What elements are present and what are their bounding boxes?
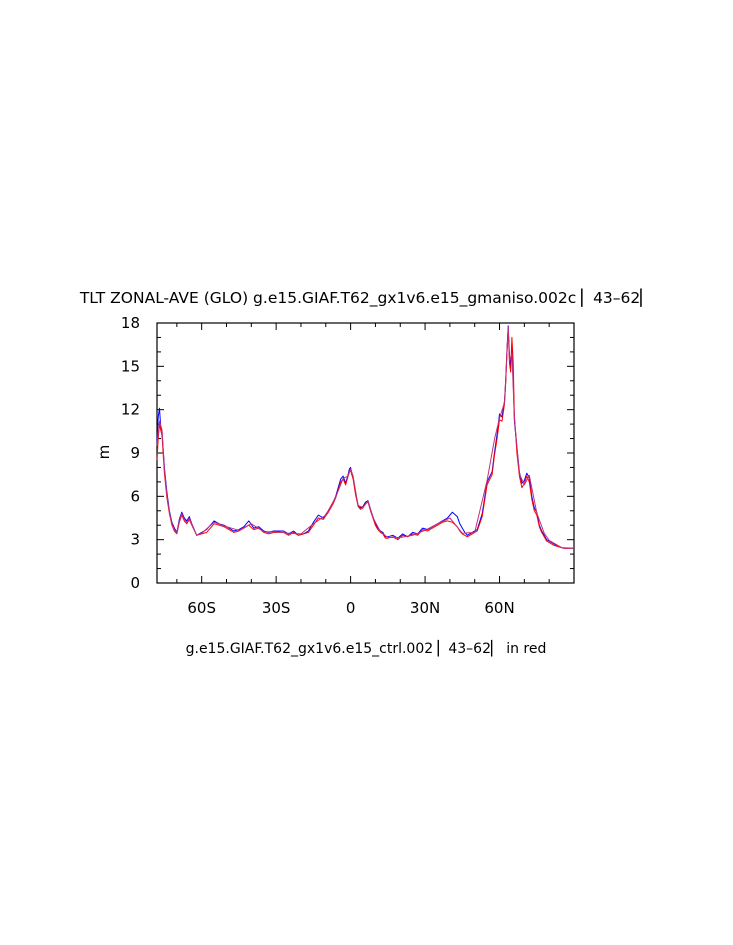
x-tick-label: 60N bbox=[484, 599, 514, 617]
series-line-1 bbox=[156, 328, 574, 549]
plot-area: 0 3 6 9 12 15 18 60S 30S 0 30N 60N bbox=[121, 314, 575, 617]
series-line-2 bbox=[156, 326, 575, 549]
y-tick-label: 9 bbox=[130, 444, 140, 462]
axis-tick-labels: 0 3 6 9 12 15 18 60S 30S 0 30N 60N bbox=[121, 314, 515, 617]
y-axis-label: m bbox=[95, 445, 113, 460]
x-tick-label: 0 bbox=[346, 599, 356, 617]
y-tick-label: 3 bbox=[130, 531, 140, 549]
axis-ticks bbox=[157, 322, 575, 584]
y-tick-label: 0 bbox=[130, 574, 140, 592]
x-tick-label: 30S bbox=[262, 599, 291, 617]
series-group bbox=[156, 325, 575, 549]
y-tick-label: 15 bbox=[121, 357, 140, 375]
y-tick-label: 12 bbox=[121, 401, 140, 419]
x-tick-label: 30N bbox=[410, 599, 440, 617]
y-tick-label: 18 bbox=[121, 314, 140, 332]
x-tick-label: 60S bbox=[187, 599, 216, 617]
chart-caption: g.e15.GIAF.T62_gx1v6.e15_ctrl.002 ▏43–62… bbox=[186, 639, 547, 657]
chart-title: TLT ZONAL-AVE (GLO) g.e15.GIAF.T62_gx1v6… bbox=[79, 288, 652, 308]
y-tick-label: 6 bbox=[130, 487, 140, 505]
